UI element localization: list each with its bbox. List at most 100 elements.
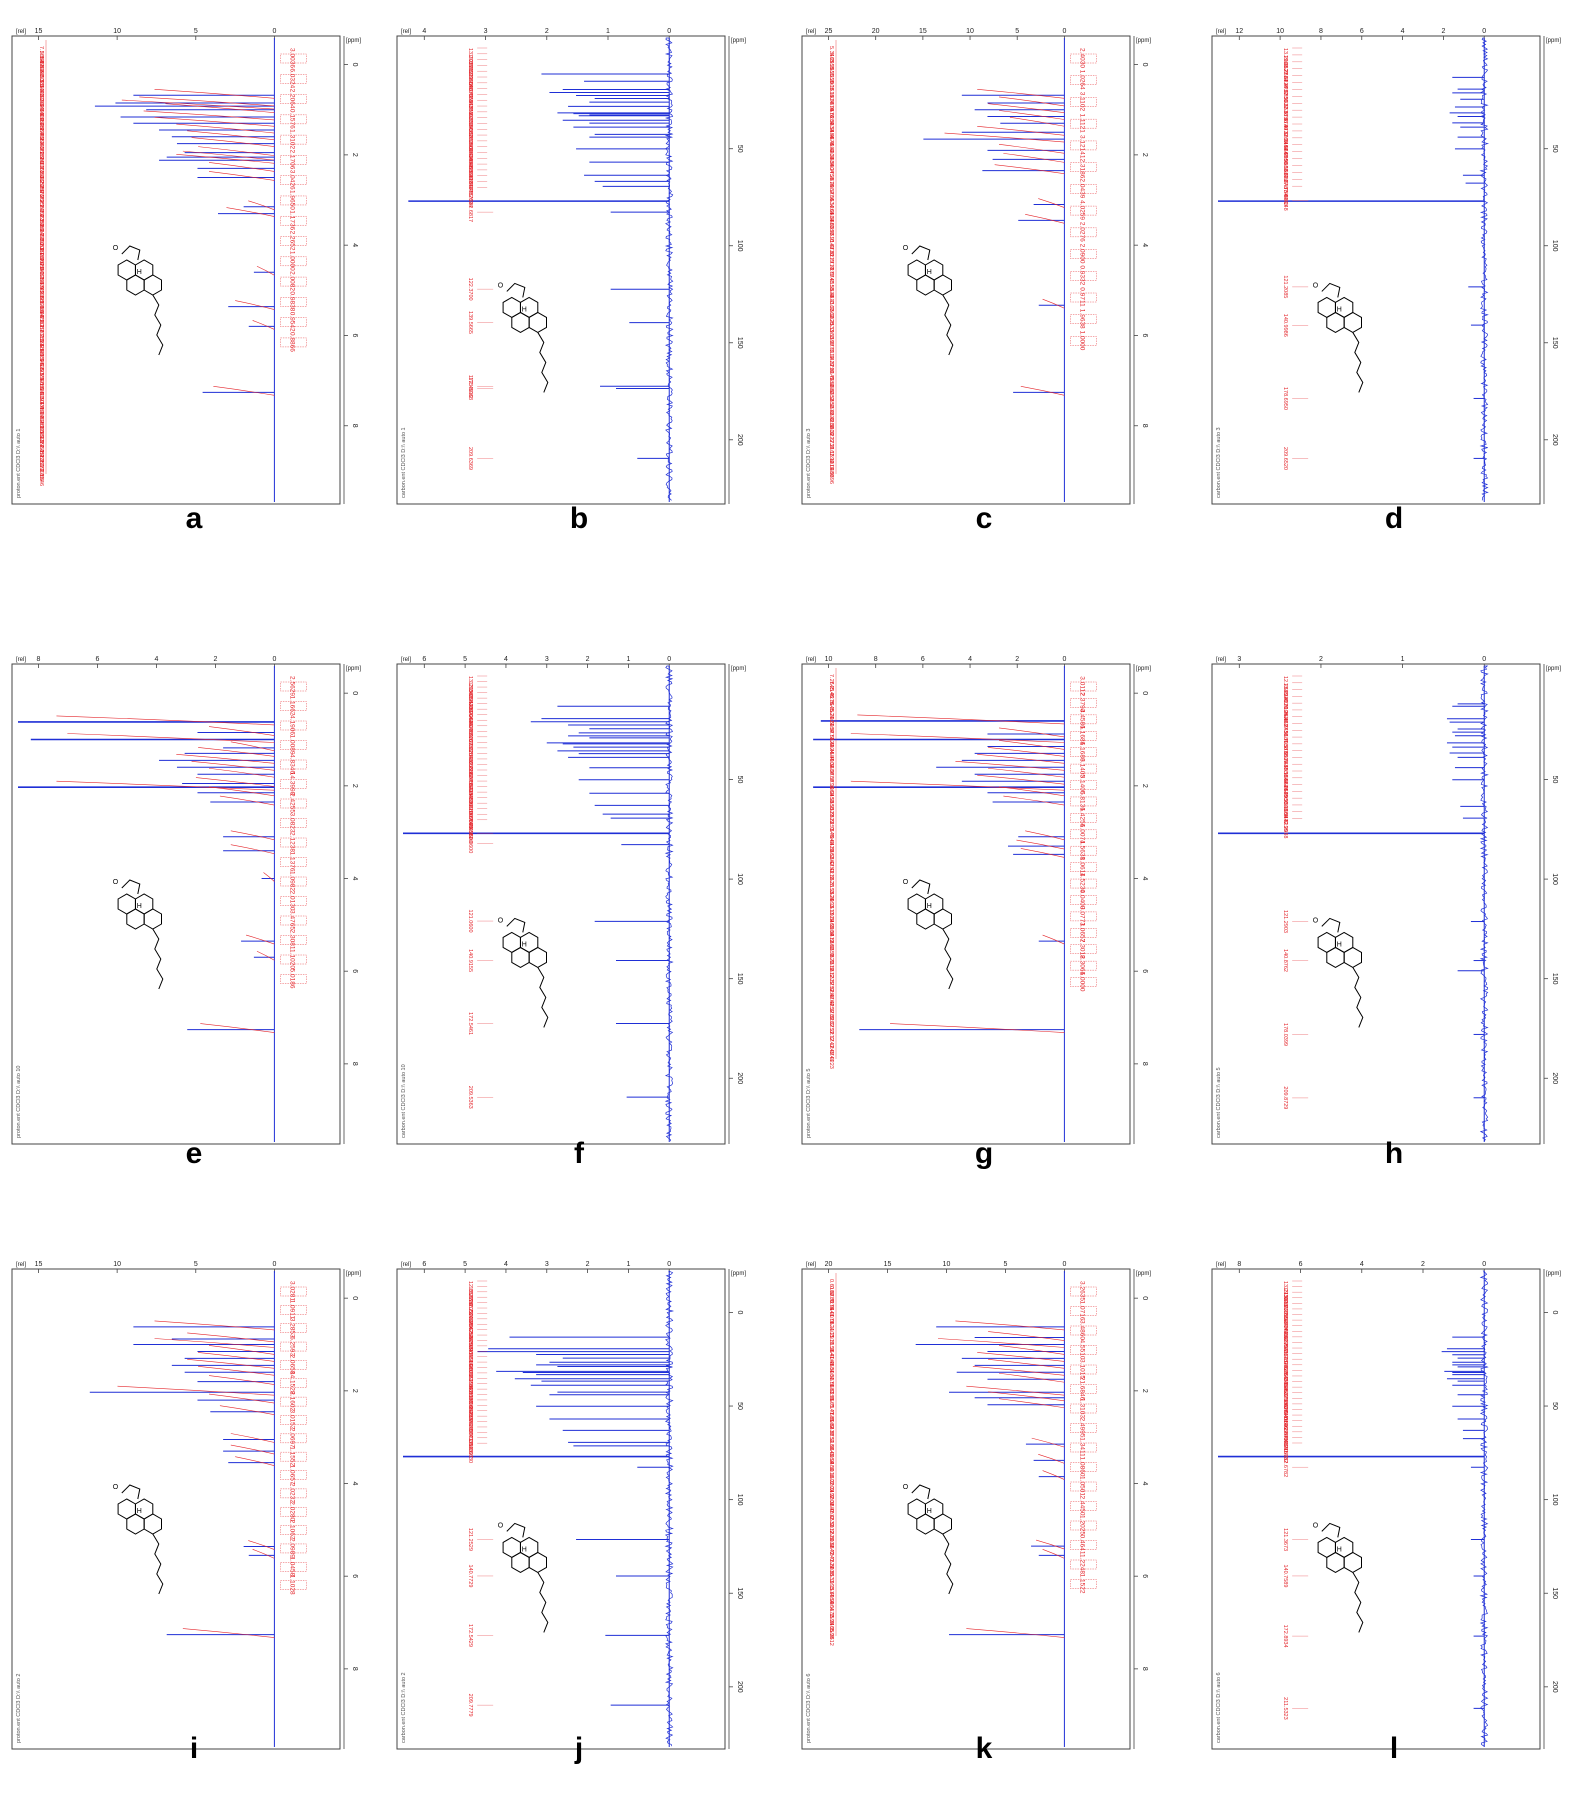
- integral-unit-label: [rel]: [1216, 29, 1226, 35]
- integral-tick-label: 0: [1482, 1261, 1486, 1268]
- integral-tick-label: 4: [1401, 28, 1405, 35]
- integral-value-label: 1.9638: [1078, 309, 1085, 329]
- integral-unit-label: [rel]: [1216, 657, 1226, 663]
- integral-tick-label: 10: [113, 1261, 121, 1268]
- ppm-unit-label: [ppm]: [1136, 1271, 1151, 1277]
- integral-value-label: 1.0657: [288, 1465, 295, 1485]
- ppm-tick-label: 50: [736, 145, 743, 153]
- spectrum-svg: 0 5 10 15 [rel] 0 2 4 6 8 [ppm] 3.02811.09113.28536…: [8, 1255, 380, 1755]
- structure-atom-label: O: [113, 1484, 119, 1491]
- integral-value-label: 3.4860: [1078, 1320, 1085, 1340]
- integral-value-label: 3.0152: [288, 1410, 295, 1430]
- structure-atom-label: H: [927, 269, 932, 276]
- integral-unit-label: [rel]: [806, 657, 816, 663]
- peak-shift-label: 209.6369: [467, 447, 473, 470]
- structure-atom-label: H: [137, 903, 142, 910]
- ppm-tick-label: 6: [351, 969, 358, 973]
- spectrum-panel-h: 0 1 2 3 [rel] 50 100 150 200 [ppm] 12.2669 13.2386 1…: [1208, 650, 1580, 1150]
- integral-tick-label: 0: [272, 656, 276, 663]
- integral-value-label: 2.0697: [288, 1428, 295, 1448]
- ppm-tick-label: 6: [351, 334, 358, 338]
- peak-shift-label: 140.7729: [467, 1564, 473, 1587]
- spectrum-svg: 0246810[rel]02468[ppm]3.01122.37943.4586…: [798, 650, 1170, 1150]
- integral-value-label: 1.0000: [1078, 331, 1085, 351]
- integral-value-label: 1.0716: [1078, 1301, 1085, 1321]
- panel-caption: proton.ent CDCl3 D:\\ auto 5: [806, 1069, 812, 1138]
- ppm-tick-label: 2: [351, 784, 358, 788]
- structure-atom-label: H: [927, 903, 932, 910]
- panel-caption: carbon.ent CDCl3 D:\\ auto 5: [1216, 1067, 1222, 1138]
- peak-shift-label: 82.6782: [1282, 1457, 1288, 1477]
- integral-tick-label: 0: [1482, 656, 1486, 663]
- integral-tick-label: 4: [504, 656, 508, 663]
- structure-atom-label: O: [1313, 917, 1319, 924]
- ppm-tick-label: 150: [1551, 337, 1558, 349]
- integral-value-label: 2.0276: [1078, 222, 1085, 242]
- ppm-tick-label: 0: [351, 1296, 358, 1300]
- integral-tick-label: 5: [463, 656, 467, 663]
- panel-caption: carbon.ent CDCl3 D:\\ auto 3: [1216, 427, 1222, 498]
- peak-shift-label: 72.2988: [1282, 819, 1288, 839]
- integral-tick-label: 12: [1235, 28, 1243, 35]
- integral-value-label: 12.3186: [1078, 155, 1085, 179]
- integral-tick-label: 5: [463, 1261, 467, 1268]
- plot-frame: [1212, 36, 1540, 504]
- ppm-tick-label: 200: [1551, 1681, 1558, 1693]
- panel-letter: i: [164, 1732, 224, 1766]
- peak-shift-label: 209.5363: [467, 1086, 473, 1109]
- ppm-tick-label: 6: [1141, 334, 1148, 338]
- peak-shift-label: 122.3700: [467, 278, 473, 301]
- ppm-tick-label: 150: [1551, 1587, 1558, 1599]
- spectrum-svg: 024681012[rel]50100150200[ppm]13.206819.…: [1208, 22, 1580, 510]
- integral-unit-label: [rel]: [401, 29, 411, 35]
- ppm-tick-label: 200: [736, 434, 743, 446]
- integral-tick-label: 15: [919, 28, 927, 35]
- spectrum-panel-e: 0 2 4 6 8 [rel] 0 2 4 6 8 [ppm] 2.5629 1.1662 4.1906 1.…: [8, 650, 380, 1150]
- integral-value-label: 0.9711: [1078, 287, 1085, 307]
- ppm-unit-label: [ppm]: [731, 38, 746, 44]
- integral-value-label: 1.0911: [288, 1300, 295, 1320]
- integral-value-label: 1.3103: [1078, 1398, 1085, 1418]
- ppm-unit-label: [ppm]: [1136, 666, 1151, 672]
- structure-atom-label: H: [1337, 306, 1342, 313]
- peak-shift-label: 209.6520: [1282, 447, 1288, 470]
- ppm-unit-label: [ppm]: [1546, 38, 1561, 44]
- structure-atom-label: O: [1313, 282, 1319, 289]
- ppm-tick-label: 50: [1551, 145, 1558, 153]
- integral-value-label: 2.0989: [288, 1538, 295, 1558]
- integral-value-label: 0.1576: [288, 109, 295, 129]
- integral-value-label: 2.4450: [1078, 1496, 1085, 1516]
- ppm-tick-label: 8: [351, 1667, 358, 1671]
- structure-atom-label: O: [903, 879, 909, 886]
- integral-value-label: 1.1736: [288, 210, 295, 230]
- spectrum-panel-d: 0 2 4 6 8 10 12 [rel] 50 100 150 200 [ppm] 13.2068 19.…: [1208, 22, 1580, 510]
- integral-tick-label: 3: [484, 28, 488, 35]
- integral-value-label: 0.9542: [288, 312, 295, 332]
- peak-shift-label: 172.5429: [467, 1624, 473, 1647]
- spectrum-svg: 05101520[rel]02468[ppm]3.26351.07163.486…: [798, 1255, 1170, 1755]
- peak-shift-label: 140.7589: [1282, 1564, 1288, 1587]
- panel-caption: carbon.ent CDCl3 D:\\ auto 2: [401, 1672, 407, 1743]
- integral-value-label: 2.1602: [288, 1391, 295, 1411]
- spectrum-svg: 0510152025[rel]02468[ppm]2.40301.02643.1…: [798, 22, 1170, 510]
- integral-tick-label: 6: [422, 656, 426, 663]
- spectrum-panel-a: 0 5 10 15 [rel] 0 2 4 6 8 [ppm] 3.0036 6.0324 2.2064 0…: [8, 22, 380, 510]
- integral-tick-label: 10: [825, 656, 833, 663]
- integral-tick-label: 2: [1015, 656, 1019, 663]
- ppm-tick-label: 0: [1551, 1310, 1558, 1314]
- integral-unit-label: [rel]: [16, 1262, 26, 1268]
- ppm-tick-label: 100: [736, 873, 743, 885]
- peak-shift-label: 211.5323: [1282, 1697, 1288, 1720]
- peak-shift-label: 82.6630: [467, 1443, 473, 1463]
- integral-tick-label: 0: [272, 28, 276, 35]
- structure-atom-label: H: [522, 941, 527, 948]
- integral-unit-label: [rel]: [16, 657, 26, 663]
- structure-atom-label: O: [113, 879, 119, 886]
- integral-tick-label: 25: [825, 28, 833, 35]
- panel-caption: proton.ent CDCl3 D:\\ auto 3: [806, 429, 812, 498]
- panel-caption: proton.ent CDCl3 D:\\ auto 2: [16, 1674, 22, 1743]
- integral-tick-label: 3: [1237, 656, 1241, 663]
- integral-tick-label: 1: [606, 28, 610, 35]
- peak-shift-label: 82.0600: [467, 833, 473, 853]
- integral-value-label: 2.0439: [1078, 178, 1085, 198]
